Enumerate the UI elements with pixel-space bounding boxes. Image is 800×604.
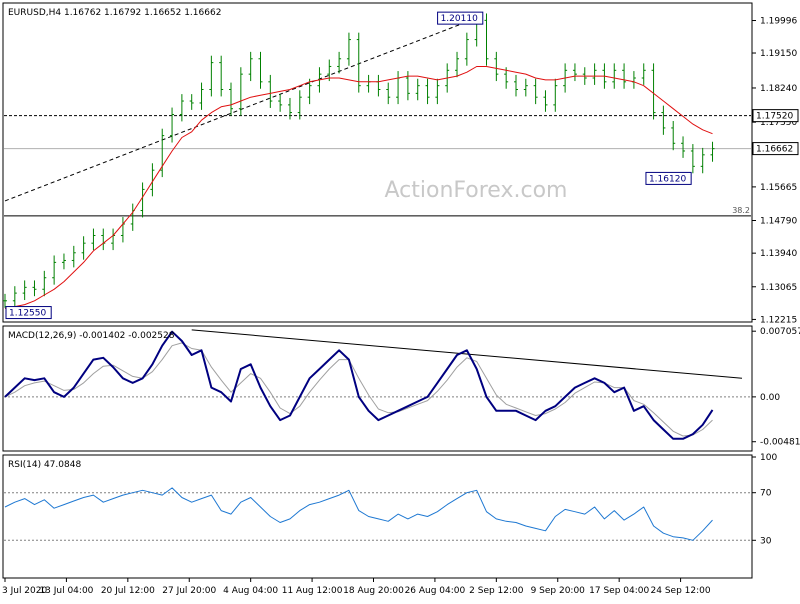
time-axis-label: 11 Aug 12:00 bbox=[282, 586, 343, 596]
moving-average-line bbox=[4, 66, 713, 309]
rsi-panel-frame bbox=[2, 454, 753, 579]
macd-trendline bbox=[191, 329, 743, 379]
watermark: ActionForex.com bbox=[385, 178, 568, 203]
price-axis-label: 1.15665 bbox=[760, 183, 797, 193]
rsi-axis-label: 70 bbox=[760, 489, 772, 499]
fibonacci-label: 38.2 bbox=[732, 206, 750, 215]
macd-axis-label: 0.00 bbox=[760, 393, 780, 403]
macd-panel-frame bbox=[2, 325, 753, 452]
price-panel-frame bbox=[2, 2, 753, 323]
macd-axis-label: 0.007057 bbox=[760, 327, 800, 337]
price-axis-label: 1.19150 bbox=[760, 49, 797, 59]
time-axis-label: 2 Sep 12:00 bbox=[469, 586, 524, 596]
price-axis-label: 1.17350 bbox=[760, 118, 797, 128]
low-label: 1.16120 bbox=[649, 174, 686, 184]
time-axis-label: 24 Sep 12:00 bbox=[651, 586, 711, 596]
price-axis-label: 1.18240 bbox=[760, 84, 797, 94]
macd-panel: 0.007057 0.00 -0.004818 bbox=[4, 327, 800, 448]
rsi-axis-label: 30 bbox=[760, 536, 772, 546]
start-low-label-box bbox=[5, 306, 52, 320]
high-label: 1.20110 bbox=[441, 14, 478, 24]
rsi-line bbox=[4, 487, 713, 541]
price-axis-label: 1.14790 bbox=[760, 217, 797, 227]
price-panel: 1.199961.191501.182401.173501.165951.156… bbox=[3, 11, 799, 325]
macd-axis-label: -0.004818 bbox=[760, 438, 800, 448]
time-axis-label: 20 Jul 12:00 bbox=[101, 586, 155, 596]
macd-line bbox=[4, 330, 714, 440]
time-axis-label: 13 Jul 04:00 bbox=[39, 586, 93, 596]
price-axis-label: 1.13940 bbox=[760, 249, 797, 259]
time-axis-label: 26 Aug 04:00 bbox=[405, 586, 466, 596]
high-label-box bbox=[437, 11, 484, 25]
time-axis-label: 9 Sep 20:00 bbox=[531, 586, 586, 596]
rising-trendline bbox=[4, 15, 482, 202]
time-axis-label: 4 Aug 04:00 bbox=[223, 586, 278, 596]
resistance-tag-box bbox=[752, 109, 799, 123]
current-price-tag-box bbox=[752, 142, 799, 156]
price-axis-label: 1.19996 bbox=[760, 17, 797, 27]
price-axis-label: 1.13065 bbox=[760, 283, 797, 293]
rsi-axis-label: 100 bbox=[760, 453, 777, 463]
rsi-panel-title: RSI(14) 47.0848 bbox=[8, 460, 81, 470]
time-axis-label: 27 Jul 20:00 bbox=[162, 586, 216, 596]
macd-signal-line bbox=[4, 342, 713, 437]
time-axis-label: 18 Aug 20:00 bbox=[343, 586, 404, 596]
time-axis-label: 3 Jul 2020 bbox=[2, 586, 47, 596]
start-low-label: 1.12550 bbox=[9, 309, 46, 319]
price-panel-title: EURUSD,H4 1.16762 1.16792 1.16652 1.1666… bbox=[8, 8, 221, 18]
low-label-box bbox=[645, 171, 692, 185]
resistance-tag: 1.17520 bbox=[756, 112, 793, 122]
rsi-panel: 100 70 30 bbox=[4, 453, 777, 546]
current-price-tag: 1.16662 bbox=[756, 145, 793, 155]
macd-panel-title: MACD(12,26,9) -0.001402 -0.002528 bbox=[8, 331, 175, 341]
time-axis-label: 17 Sep 04:00 bbox=[589, 586, 649, 596]
price-axis-label: 1.12215 bbox=[760, 315, 797, 325]
